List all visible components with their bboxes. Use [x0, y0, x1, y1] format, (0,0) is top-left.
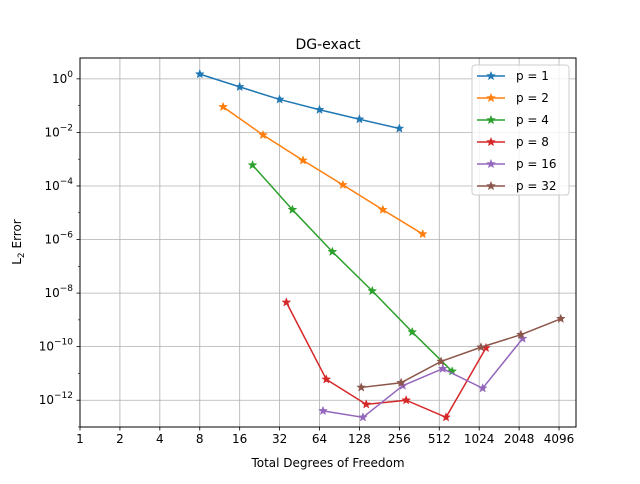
data-point [436, 356, 446, 366]
x-tick-label: 16 [232, 432, 247, 446]
y-tick-label: 10−6 [44, 231, 73, 247]
series-lines [194, 68, 566, 422]
series-1 [194, 68, 405, 133]
x-tick-label: 8 [196, 432, 204, 446]
y-tick-label: 10−12 [39, 391, 73, 407]
legend-entry: p = 32 [477, 179, 557, 193]
plot-frame [79, 57, 577, 428]
data-point [356, 382, 367, 392]
x-tick-label: 4 [156, 432, 164, 446]
data-point [555, 313, 566, 323]
legend-marker [486, 92, 496, 103]
series-6 [356, 313, 566, 392]
x-tick-label: 64 [312, 432, 327, 446]
data-point [515, 329, 526, 339]
legend-label: p = 8 [516, 135, 549, 149]
data-point [258, 129, 268, 140]
y-label-rest: Error [10, 219, 24, 252]
legend-box [471, 64, 570, 196]
legend-marker [486, 136, 496, 147]
legend-marker [486, 114, 496, 125]
series-line [222, 106, 424, 235]
legend-marker [486, 70, 496, 81]
data-point [194, 68, 205, 79]
series-3 [247, 159, 458, 376]
y-axis-label: L2 Error [10, 219, 27, 265]
x-tick-label: 512 [428, 432, 451, 446]
data-point [441, 412, 452, 422]
y-tick-label: 10−8 [44, 284, 73, 300]
x-tick-label: 2048 [504, 432, 535, 446]
data-point [354, 114, 365, 124]
data-point [477, 383, 488, 393]
legend-entry: p = 16 [477, 157, 557, 171]
x-tick-label: 1024 [464, 432, 495, 446]
data-point [401, 395, 412, 405]
legend-entry: p = 8 [477, 135, 549, 149]
data-point [287, 204, 298, 214]
y-label-main: L [10, 258, 24, 265]
chart-title: DG-exact [295, 37, 361, 53]
legend-label: p = 16 [516, 157, 557, 171]
legend-entry: p = 1 [477, 69, 549, 83]
axis-ticks: 1 2 4 8 16 32 64 128 256 512 1024 2048 4096 100 10−2 10… [39, 70, 575, 446]
data-point [377, 204, 388, 214]
y-tick-label: 100 [52, 70, 73, 86]
y-label-sub: 2 [17, 252, 27, 258]
series-line [199, 73, 400, 130]
data-point [476, 342, 486, 352]
x-tick-label: 2 [116, 432, 124, 446]
data-point [357, 412, 368, 422]
x-axis-label: Total Degrees of Freedom [250, 456, 404, 470]
data-point [437, 363, 448, 373]
data-point [274, 94, 285, 104]
legend-entry: p = 4 [477, 113, 549, 127]
legend-marker [486, 180, 496, 191]
series-line [251, 164, 453, 372]
data-point [417, 228, 428, 239]
data-point [396, 377, 407, 387]
data-point [314, 104, 325, 114]
legend: p = 1 p = 2 p = 4 p = 8 p = 16 p = 32 [471, 64, 570, 196]
series-line [285, 302, 487, 419]
y-tick-label: 10−4 [44, 177, 73, 193]
data-point [218, 101, 229, 112]
legend-marker [486, 158, 496, 169]
x-tick-label: 1 [76, 432, 84, 446]
data-point [234, 81, 245, 92]
legend-label: p = 4 [516, 113, 549, 127]
x-tick-label: 32 [272, 432, 287, 446]
legend-label: p = 32 [516, 179, 557, 193]
data-point [247, 159, 258, 170]
data-point [361, 399, 372, 409]
data-point [327, 246, 338, 256]
data-point [281, 297, 292, 307]
data-point [367, 285, 378, 296]
data-point [394, 123, 405, 133]
data-point [318, 405, 328, 416]
series-5 [318, 333, 528, 422]
data-point [337, 179, 348, 190]
y-tick-label: 10−2 [44, 123, 73, 139]
series-4 [281, 297, 491, 422]
data-point [321, 374, 332, 384]
data-point [297, 155, 308, 165]
x-tick-label: 128 [348, 432, 371, 446]
series-line [322, 338, 524, 419]
legend-label: p = 2 [516, 91, 549, 105]
legend-entry: p = 2 [477, 91, 549, 105]
data-point [407, 326, 418, 337]
series-2 [218, 101, 428, 239]
x-tick-label: 4096 [544, 432, 575, 446]
legend-label: p = 1 [516, 69, 549, 83]
x-tick-label: 256 [388, 432, 411, 446]
y-tick-label: 10−10 [39, 338, 74, 354]
series-line [361, 318, 562, 389]
